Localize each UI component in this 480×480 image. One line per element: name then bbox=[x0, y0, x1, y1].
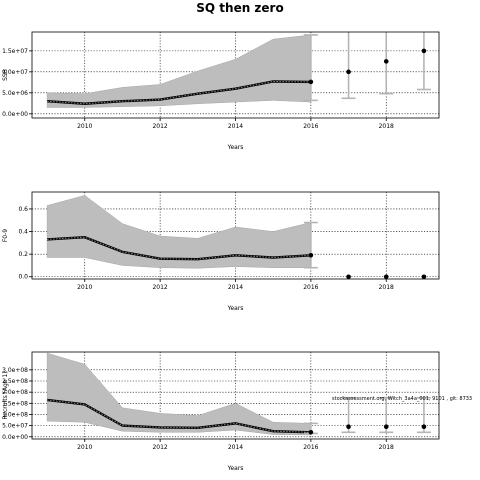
projection-point bbox=[346, 274, 351, 280]
x-tick-label: 2016 bbox=[303, 123, 318, 130]
x-tick-label: 2012 bbox=[152, 284, 167, 291]
figure-title: SQ then zero bbox=[196, 1, 283, 15]
projection-point bbox=[421, 48, 427, 54]
x-tick-label: 2012 bbox=[152, 123, 167, 130]
x-tick-label: 2014 bbox=[228, 123, 243, 130]
x-tick-label: 2012 bbox=[152, 444, 167, 451]
y-tick-label: 1.5e+07 bbox=[2, 48, 28, 55]
x-tick-label: 2018 bbox=[379, 444, 394, 451]
confidence-band bbox=[46, 34, 312, 108]
source-annotation: stockassessment.org, Witch_3a4a_001, 910… bbox=[332, 396, 472, 402]
x-axis-label: Years bbox=[227, 144, 244, 151]
panel-3: 2010 2012 2014 2016 2018 0.0e+00 5.0e+07 1.0e+0… bbox=[2, 351, 472, 472]
panel-1: 2010 2012 2014 2016 2018 0.0e+00 5.0e+06 1.0e+0… bbox=[2, 31, 440, 151]
projection-point bbox=[308, 430, 314, 435]
confidence-band bbox=[46, 352, 312, 436]
y-tick-label: 1.0e+07 bbox=[2, 69, 28, 76]
projection-point bbox=[346, 424, 351, 430]
x-tick-label: 2010 bbox=[77, 444, 92, 451]
x-tick-label: 2018 bbox=[379, 284, 394, 291]
projection-point bbox=[421, 274, 427, 280]
y-tick-label: 0.2 bbox=[18, 251, 28, 258]
median-line-dashes bbox=[47, 399, 311, 433]
y-tick-label: 2.0e+08 bbox=[2, 389, 28, 396]
y-tick-label: 3.0e+08 bbox=[2, 367, 28, 374]
y-axis-label: F0-9 bbox=[2, 229, 9, 242]
projection-point bbox=[383, 59, 389, 64]
median-line-dashes bbox=[47, 81, 311, 105]
y-tick-label: 1.0e+08 bbox=[2, 411, 28, 418]
projection-point bbox=[421, 424, 427, 430]
x-axis-label: Years bbox=[227, 305, 244, 312]
y-axis-label: SSB bbox=[2, 69, 9, 81]
projection-point bbox=[346, 69, 351, 75]
x-tick-label: 2010 bbox=[77, 284, 92, 291]
projection-point bbox=[383, 274, 389, 280]
x-tick-label: 2016 bbox=[303, 444, 318, 451]
projection-point bbox=[383, 424, 389, 430]
projection-point bbox=[308, 252, 314, 258]
y-tick-label: 1.5e+08 bbox=[2, 400, 28, 407]
x-axis-label: Years bbox=[227, 465, 244, 472]
y-tick-label: 0.4 bbox=[18, 229, 28, 236]
projection-point bbox=[308, 79, 314, 85]
x-tick-label: 2010 bbox=[77, 123, 92, 130]
panel-2: 2010 2012 2014 2016 2018 0.0 0.2 0.4 0.6 Years F0-… bbox=[2, 191, 440, 312]
y-axis-label: Recruits (Age 1) bbox=[2, 371, 9, 419]
x-tick-label: 2014 bbox=[228, 284, 243, 291]
y-tick-label: 5.0e+06 bbox=[2, 90, 28, 97]
y-tick-label: 5.0e+07 bbox=[2, 423, 28, 430]
x-tick-label: 2018 bbox=[379, 123, 394, 130]
y-tick-label: 2.5e+08 bbox=[2, 378, 28, 385]
median-line-dashes bbox=[47, 236, 311, 260]
y-tick-label: 0.0e+00 bbox=[2, 434, 28, 441]
y-tick-label: 0.0 bbox=[18, 274, 28, 281]
x-tick-label: 2016 bbox=[303, 284, 318, 291]
y-tick-label: 0.0e+00 bbox=[2, 111, 28, 118]
x-tick-label: 2014 bbox=[228, 444, 243, 451]
y-tick-label: 0.6 bbox=[18, 206, 28, 213]
